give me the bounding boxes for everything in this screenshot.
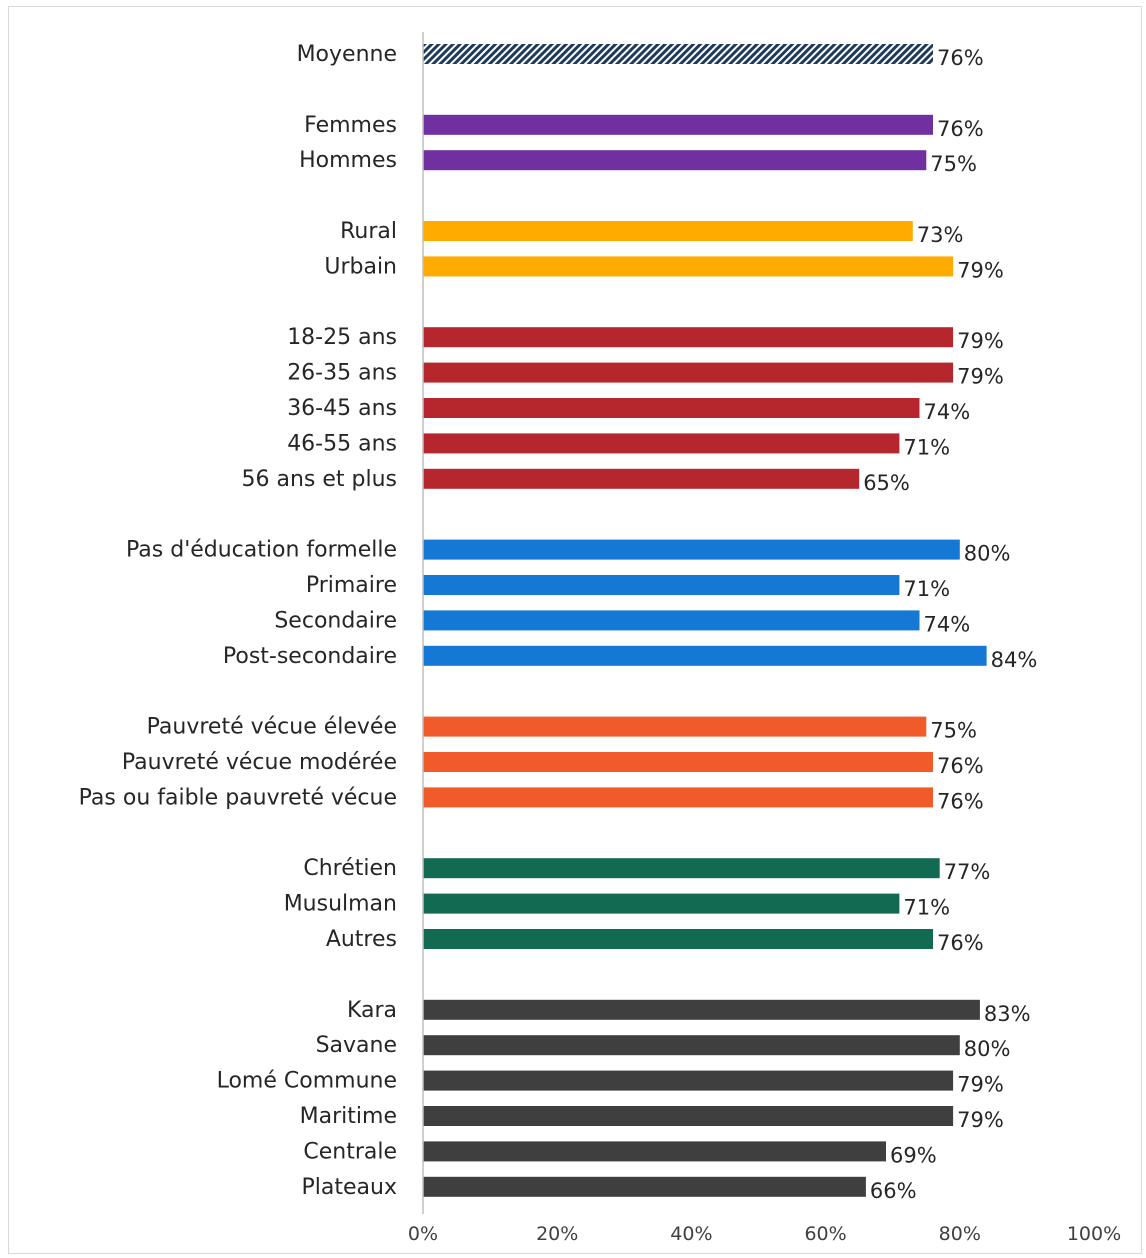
- value-label: 66%: [870, 1179, 917, 1203]
- bar-hommes: [423, 150, 927, 171]
- bar-post-secondaire: [423, 645, 987, 666]
- x-tick-label: 60%: [804, 1223, 846, 1245]
- category-label: Savane: [316, 1033, 397, 1058]
- value-label: 83%: [984, 1002, 1031, 1026]
- bar-moyenne: [423, 44, 933, 64]
- bar-18-25-ans: [423, 327, 954, 348]
- x-tick-label: 80%: [939, 1223, 981, 1245]
- category-label: Rural: [340, 219, 397, 244]
- category-label: Pas d'éducation formelle: [126, 538, 397, 563]
- value-label: 73%: [917, 223, 964, 247]
- value-label: 75%: [930, 152, 977, 176]
- bar-femmes: [423, 114, 933, 135]
- value-label: 74%: [924, 612, 971, 636]
- bar-maritime: [423, 1106, 954, 1126]
- category-label: 26-35 ans: [287, 361, 397, 386]
- category-label: Moyenne: [297, 42, 397, 67]
- value-label: 76%: [937, 117, 984, 141]
- value-label: 69%: [890, 1143, 937, 1167]
- x-tick-label: 40%: [670, 1223, 712, 1245]
- bar-chr-tien: [423, 858, 940, 879]
- category-label: Lomé Commune: [217, 1069, 397, 1094]
- value-label: 76%: [937, 931, 984, 955]
- category-label: 36-45 ans: [287, 396, 397, 421]
- value-label: 65%: [863, 471, 910, 495]
- x-tick-label: 100%: [1067, 1223, 1121, 1245]
- bar-autres: [423, 929, 933, 949]
- category-label: 56 ans et plus: [241, 467, 397, 492]
- bar-26-35-ans: [423, 362, 954, 383]
- category-label: Pauvreté vécue élevée: [147, 715, 397, 740]
- category-label: Chrétien: [303, 856, 397, 881]
- category-label: Maritime: [300, 1104, 397, 1129]
- bar-46-55-ans: [423, 433, 900, 454]
- bars-layer: Moyenne 76% Femmes 76% Hommes 75% Rural 73% Urba…: [79, 42, 1038, 1203]
- bar-kara: [423, 999, 980, 1020]
- value-label: 76%: [937, 789, 984, 813]
- category-label: 18-25 ans: [287, 325, 397, 350]
- value-label: 74%: [924, 400, 971, 424]
- bar-56-ans-et-plus: [423, 468, 860, 489]
- category-label: Secondaire: [274, 608, 397, 633]
- bar-plateaux: [423, 1176, 866, 1197]
- bar-primaire: [423, 575, 900, 595]
- value-label: 71%: [903, 435, 950, 459]
- bar-36-45-ans: [423, 398, 920, 418]
- category-label: Plateaux: [302, 1175, 397, 1200]
- value-label: 71%: [903, 896, 950, 920]
- bar-centrale: [423, 1141, 886, 1162]
- value-label: 71%: [903, 577, 950, 601]
- value-label: 79%: [957, 329, 1004, 353]
- bar-pauvret-v-cue-mod-r-e: [423, 752, 933, 772]
- bar-pas-d-ducation-formelle: [423, 539, 960, 560]
- x-tick-label: 20%: [536, 1223, 578, 1245]
- bar-urbain: [423, 256, 954, 277]
- bar-pas-ou-faible-pauvret-v-cue: [423, 787, 933, 808]
- value-label: 80%: [964, 1037, 1011, 1061]
- category-label: Musulman: [284, 892, 397, 917]
- category-label: Pauvreté vécue modérée: [122, 750, 397, 775]
- value-label: 76%: [937, 754, 984, 778]
- category-label: Primaire: [306, 573, 397, 598]
- category-label: Urbain: [324, 254, 397, 279]
- bar-savane: [423, 1035, 960, 1056]
- category-label: Pas ou faible pauvreté vécue: [79, 785, 397, 810]
- value-label: 79%: [957, 1073, 1004, 1097]
- category-label: Hommes: [299, 148, 397, 173]
- category-label: Post-secondaire: [223, 644, 397, 669]
- value-label: 84%: [991, 648, 1038, 672]
- category-label: Femmes: [304, 113, 397, 138]
- chart-frame: [8, 6, 1142, 1254]
- bar-pauvret-v-cue-lev-e: [423, 716, 927, 737]
- category-label: Kara: [347, 998, 397, 1023]
- value-label: 76%: [937, 46, 984, 70]
- axis-layer: 0% 20% 40% 60% 80% 100%: [408, 32, 1121, 1245]
- x-tick-label: 0%: [408, 1223, 438, 1245]
- value-label: 75%: [930, 719, 977, 743]
- category-label: 46-55 ans: [287, 431, 397, 456]
- category-label: Autres: [326, 927, 397, 952]
- bar-musulman: [423, 893, 900, 914]
- value-label: 77%: [944, 860, 991, 884]
- bar-secondaire: [423, 610, 920, 631]
- value-label: 79%: [957, 258, 1004, 282]
- bar-lom-commune: [423, 1070, 954, 1091]
- value-label: 79%: [957, 1108, 1004, 1132]
- value-label: 79%: [957, 365, 1004, 389]
- value-label: 80%: [964, 542, 1011, 566]
- bar-rural: [423, 221, 913, 241]
- category-label: Centrale: [303, 1139, 397, 1164]
